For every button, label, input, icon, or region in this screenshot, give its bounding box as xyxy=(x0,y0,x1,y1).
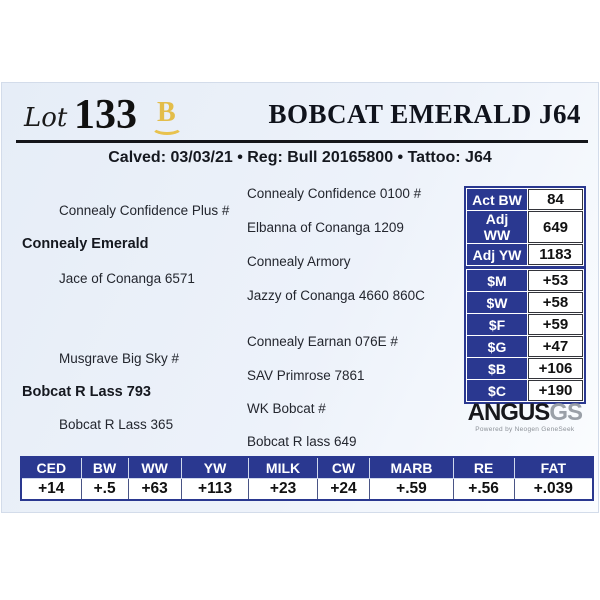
birth-reg-tattoo-line: Calved: 03/03/21 • Reg: Bull 20165800 • … xyxy=(108,149,492,166)
epd-value: +.59 xyxy=(369,477,454,501)
pedigree-dam-sire-dam: SAV Primrose 7861 xyxy=(247,368,365,383)
epd-column-header: WW xyxy=(127,456,182,479)
pedigree-dam-dam-sire: WK Bobcat # xyxy=(247,401,326,416)
stat-value: 649 xyxy=(528,211,583,243)
stat-label: $B xyxy=(467,358,527,379)
gs-text: GS xyxy=(549,399,583,426)
dollar-values-box: $M +53 $W +58 $F +59 $G +47 $B +106 $C +… xyxy=(464,267,586,404)
epd-value: +113 xyxy=(180,477,250,501)
pedigree-sire-dam: Jace of Conanga 6571 xyxy=(59,271,195,286)
stat-value: 1183 xyxy=(528,244,583,265)
epd-table: CED BW WW YW MILK CW MARB RE FAT +14 +.5… xyxy=(20,456,594,501)
pedigree-dam-dam: Bobcat R Lass 365 xyxy=(59,417,174,432)
stat-label: $W xyxy=(467,292,527,313)
table-row: $F +59 xyxy=(467,314,583,335)
stat-value: 84 xyxy=(528,189,583,210)
angus-gs-logo: ANGUSGS Powered by Neogen GeneSeek xyxy=(467,399,583,434)
table-row: $M +53 xyxy=(467,270,583,291)
pedigree-sire: Connealy Emerald xyxy=(22,236,149,252)
pedigree-dam-dam-dam: Bobcat R lass 649 xyxy=(247,434,357,449)
epd-column-header: YW xyxy=(180,456,250,479)
stat-label: Adj WW xyxy=(467,211,527,243)
epd-value: +.56 xyxy=(452,477,515,501)
pedigree-sire-dam-sire: Connealy Armory xyxy=(247,254,351,269)
pedigree-sire-sire: Connealy Confidence Plus # xyxy=(59,203,230,218)
epd-value: +24 xyxy=(316,477,371,501)
stat-value: +47 xyxy=(528,336,583,357)
table-row: $C +190 xyxy=(467,380,583,401)
pedigree-dam-sire: Musgrave Big Sky # xyxy=(59,351,180,366)
stat-value: +59 xyxy=(528,314,583,335)
stat-value: +106 xyxy=(528,358,583,379)
angus-gs-wordmark: ANGUSGS xyxy=(467,399,583,426)
brand-arc xyxy=(151,119,183,135)
stat-label: $F xyxy=(467,314,527,335)
epd-column-header: CED xyxy=(20,456,82,479)
stat-label: Adj YW xyxy=(467,244,527,265)
lot-label: Lot xyxy=(24,103,68,133)
stat-value: +190 xyxy=(528,380,583,401)
stat-value: +58 xyxy=(528,292,583,313)
angus-text: ANGUS xyxy=(467,399,551,426)
table-row: Adj YW 1183 xyxy=(467,244,583,265)
epd-value: +.039 xyxy=(513,477,594,501)
pedigree-dam: Bobcat R Lass 793 xyxy=(22,384,151,400)
pedigree-dam-sire-sire: Connealy Earnan 076E # xyxy=(247,334,398,349)
pedigree-sire-sire-sire: Connealy Confidence 0100 # xyxy=(247,186,422,201)
table-row: Act BW 84 xyxy=(467,189,583,210)
bobcat-brand-icon: B xyxy=(150,97,186,139)
table-row: $W +58 xyxy=(467,292,583,313)
epd-value: +23 xyxy=(248,477,318,501)
header-divider xyxy=(16,140,588,143)
epd-value: +.5 xyxy=(80,477,129,501)
epd-column-header: MARB xyxy=(369,456,454,479)
table-row: $B +106 xyxy=(467,358,583,379)
epd-column-header: CW xyxy=(316,456,371,479)
pedigree-sire-sire-dam: Elbanna of Conanga 1209 xyxy=(247,220,404,235)
stat-label: $G xyxy=(467,336,527,357)
epd-column-header: BW xyxy=(80,456,129,479)
pedigree-sire-dam-dam: Jazzy of Conanga 4660 860C xyxy=(247,288,425,303)
lot-card: Lot 133 B BOBCAT EMERALD J64 Calved: 03/… xyxy=(1,82,599,513)
stat-label: $M xyxy=(467,270,527,291)
performance-box: Act BW 84 Adj WW 649 Adj YW 1183 xyxy=(464,186,586,268)
epd-column-header: MILK xyxy=(248,456,318,479)
epd-value: +14 xyxy=(20,477,82,501)
stat-value: +53 xyxy=(528,270,583,291)
epd-header-row: CED BW WW YW MILK CW MARB RE FAT xyxy=(20,456,594,479)
table-row: $G +47 xyxy=(467,336,583,357)
angus-gs-tagline: Powered by Neogen GeneSeek xyxy=(475,426,575,433)
epd-column-header: FAT xyxy=(513,456,594,479)
epd-column-header: RE xyxy=(452,456,515,479)
lot-number: 133 xyxy=(74,92,137,138)
epd-value: +63 xyxy=(127,477,182,501)
stat-label: Act BW xyxy=(467,189,527,210)
table-row: Adj WW 649 xyxy=(467,211,583,243)
epd-value-row: +14 +.5 +63 +113 +23 +24 +.59 +.56 +.039 xyxy=(20,477,594,501)
animal-name-title: BOBCAT EMERALD J64 xyxy=(268,99,581,129)
stat-label: $C xyxy=(467,380,527,401)
